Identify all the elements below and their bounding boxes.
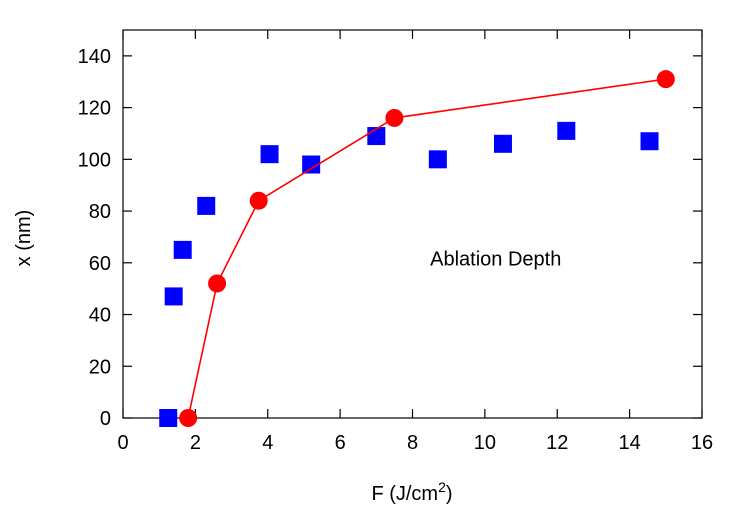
chart-annotation: Ablation Depth bbox=[430, 248, 561, 270]
square-point bbox=[640, 132, 659, 151]
x-tick-label: 2 bbox=[190, 432, 201, 454]
x-tick-label: 10 bbox=[474, 432, 496, 454]
x-axis-title: F (J/cm2) bbox=[371, 479, 452, 505]
square-point bbox=[557, 121, 576, 140]
square-point bbox=[428, 150, 447, 169]
circle-point bbox=[656, 70, 675, 89]
y-axis-title: x (nm) bbox=[13, 210, 35, 267]
y-tick-label: 0 bbox=[100, 408, 111, 430]
square-point bbox=[164, 287, 183, 306]
square-point bbox=[493, 134, 512, 153]
y-tick-label: 20 bbox=[89, 356, 111, 378]
x-tick-label: 4 bbox=[262, 432, 273, 454]
y-tick-label: 100 bbox=[78, 149, 111, 171]
square-point bbox=[260, 145, 279, 164]
series-layer bbox=[159, 70, 675, 427]
axes: 0 2 4 6 8 10 12 14 16 0 20 40 60 80 100 120 140 bbox=[78, 29, 713, 454]
square-point bbox=[159, 409, 178, 427]
circle-point bbox=[385, 108, 404, 127]
circle-point bbox=[249, 191, 268, 210]
circle-point bbox=[208, 274, 227, 293]
x-tick-label: 8 bbox=[407, 432, 418, 454]
series-1 bbox=[159, 121, 659, 427]
y-tick-label: 60 bbox=[89, 253, 111, 275]
y-tick-label: 80 bbox=[89, 201, 111, 223]
square-point bbox=[197, 196, 216, 215]
series-line bbox=[187, 78, 666, 419]
y-tick-label: 120 bbox=[78, 98, 111, 120]
x-tick-label: 0 bbox=[117, 432, 128, 454]
x-tick-label: 12 bbox=[546, 432, 568, 454]
x-axis-title-superscript: 2 bbox=[438, 479, 446, 495]
series-2 bbox=[179, 70, 675, 427]
square-point bbox=[173, 240, 192, 259]
x-tick-label: 14 bbox=[619, 432, 641, 454]
circle-point bbox=[179, 409, 198, 427]
y-tick-label: 140 bbox=[78, 46, 111, 68]
square-point bbox=[302, 155, 321, 174]
x-tick-label: 6 bbox=[335, 432, 346, 454]
y-tick-label: 40 bbox=[89, 305, 111, 327]
plot-frame bbox=[122, 29, 703, 419]
x-axis-title-suffix: ) bbox=[446, 483, 453, 505]
x-tick-label: 16 bbox=[691, 432, 713, 454]
x-axis-title-main: F (J/cm bbox=[371, 483, 438, 505]
